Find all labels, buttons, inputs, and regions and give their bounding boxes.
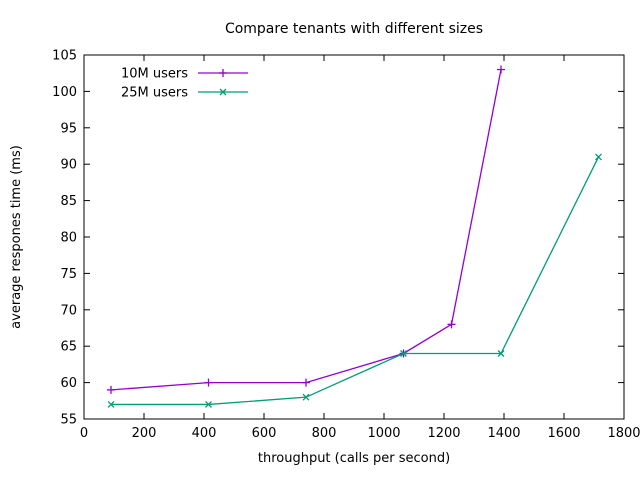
- legend-label-0: 10M users: [121, 67, 188, 82]
- y-tick-label: 85: [60, 194, 77, 209]
- y-axis-label: average respones time (ms): [9, 145, 24, 329]
- legend-label-1: 25M users: [121, 86, 188, 101]
- series-line-1: [111, 156, 600, 406]
- x-tick-label: 600: [252, 426, 277, 441]
- series-marker-1: [205, 400, 212, 408]
- x-tick-label: 200: [132, 426, 157, 441]
- y-tick-label: 90: [60, 158, 77, 173]
- x-tick-label: 800: [312, 426, 337, 441]
- chart-title: Compare tenants with different sizes: [225, 21, 483, 37]
- plot-area: 0 200 400 600 800 1000 1200 1400 1600 1800 55 60 65 7…: [52, 49, 640, 442]
- x-tick-label: 400: [192, 426, 217, 441]
- series-marker-1: [497, 350, 505, 357]
- y-tick-label: 65: [60, 340, 77, 355]
- x-tick-label: 0: [80, 426, 88, 441]
- series-line-0: [110, 69, 502, 391]
- x-tick-label: 1400: [487, 426, 520, 441]
- plot-border: [83, 54, 625, 420]
- y-tick-label: 95: [60, 121, 77, 136]
- x-tick-label: 1000: [367, 426, 400, 441]
- x-tick-label: 1600: [547, 426, 580, 441]
- x-axis-label: throughput (calls per second): [258, 451, 450, 466]
- x-tick-label: 1800: [607, 426, 640, 441]
- legend-sample-marker-1: [219, 88, 227, 96]
- y-tick-label: 60: [60, 376, 77, 391]
- x-tick-label: 1200: [427, 426, 460, 441]
- series-marker-1: [400, 350, 407, 357]
- y-tick-label: 105: [52, 49, 77, 64]
- y-tick-label: 100: [52, 85, 77, 100]
- series-marker-1: [595, 153, 602, 161]
- series-marker-1: [107, 400, 115, 408]
- y-tick-label: 75: [60, 267, 77, 282]
- y-tick-label: 80: [60, 231, 77, 246]
- y-tick-label: 70: [60, 303, 77, 318]
- series-marker-1: [302, 393, 310, 401]
- y-tick-label: 55: [60, 413, 77, 428]
